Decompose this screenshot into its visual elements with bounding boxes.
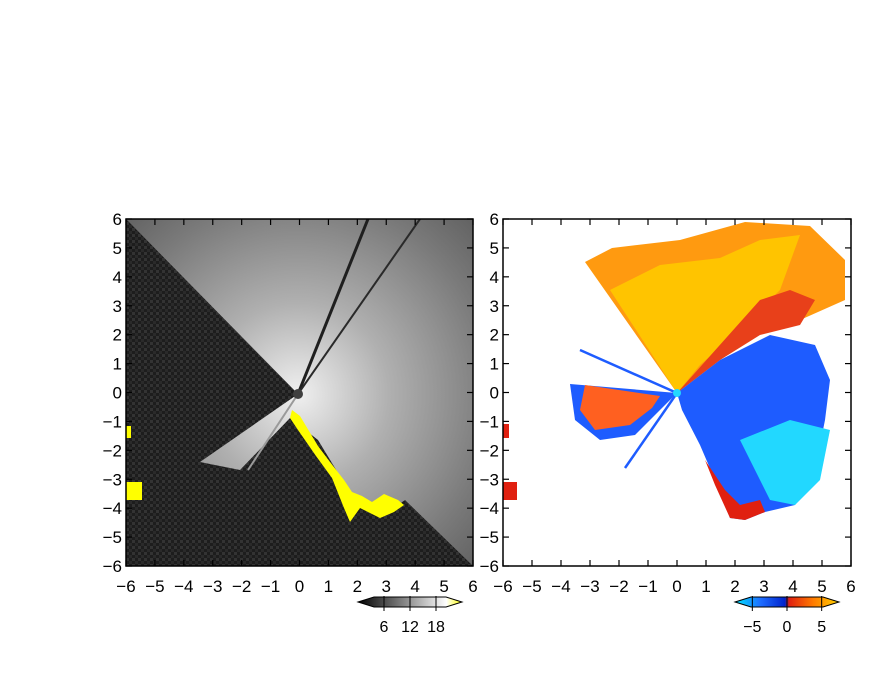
y-tick-label: 4: [113, 268, 122, 287]
reflectivity-strong-echo: [290, 410, 404, 522]
y-tick-label: 5: [490, 239, 499, 258]
y-tick-label: 3: [113, 297, 122, 316]
reflectivity-colorbar: 6 12 18: [356, 596, 464, 636]
x-tick-label: 4: [788, 577, 797, 596]
colorbar-tick-label: 18: [427, 619, 445, 636]
velocity-receding-edge: [677, 290, 815, 393]
radar-site-marker: [673, 389, 681, 397]
colorbar-tick-label: −5: [743, 619, 761, 636]
reflectivity-strong-echo: [126, 482, 142, 500]
x-tick-label: −2: [609, 577, 628, 596]
velocity-clutter-patch: [503, 424, 509, 438]
velocity-tick-labels: −6 −5 −4 −3 −2 −1 0 1 2 3 4 5 6 6 5 4 3 2 1 0 −1 −2 −3 −4 −5 −6: [480, 210, 856, 596]
x-tick-label: −4: [551, 577, 570, 596]
y-tick-label: −4: [480, 499, 499, 518]
x-tick-label: 5: [817, 577, 826, 596]
y-tick-label: −1: [480, 412, 499, 431]
velocity-beam-streak: [579, 348, 678, 395]
y-tick-label: 6: [113, 210, 122, 229]
x-tick-label: 6: [468, 577, 477, 596]
x-tick-label: −6: [116, 577, 135, 596]
x-tick-label: 6: [846, 577, 855, 596]
x-tick-label: 3: [382, 577, 391, 596]
reflectivity-beam-streak: [297, 219, 421, 395]
x-tick-label: −5: [145, 577, 164, 596]
y-tick-label: 2: [113, 326, 122, 345]
x-tick-label: −5: [522, 577, 541, 596]
velocity-axis-ticks: [502, 218, 852, 567]
x-tick-label: −1: [638, 577, 657, 596]
velocity-receding-west: [580, 385, 660, 430]
x-tick-label: 1: [324, 577, 333, 596]
colorbar-tick-label: 6: [380, 619, 389, 636]
x-tick-label: −3: [203, 577, 222, 596]
x-tick-label: 4: [410, 577, 419, 596]
colorbar-ticks: −5 0 5: [743, 596, 826, 636]
y-tick-label: −2: [103, 441, 122, 460]
x-tick-label: −6: [493, 577, 512, 596]
x-tick-label: −1: [261, 577, 280, 596]
y-tick-label: −3: [103, 470, 122, 489]
colorbar-tick-label: 5: [817, 619, 826, 636]
x-tick-label: 1: [701, 577, 710, 596]
velocity-receding-core: [610, 235, 800, 393]
colorbar-tick-label: 12: [401, 619, 419, 636]
y-tick-label: −4: [103, 499, 122, 518]
y-tick-label: −5: [480, 528, 499, 547]
y-tick-label: 1: [113, 355, 122, 374]
y-tick-label: 5: [113, 239, 122, 258]
y-tick-label: 3: [490, 297, 499, 316]
colorbar-ticks: 6 12 18: [380, 596, 445, 636]
x-tick-label: 0: [672, 577, 681, 596]
reflectivity-beam-streak: [247, 393, 299, 471]
y-tick-label: −6: [480, 557, 499, 576]
reflectivity-strong-echo: [126, 426, 131, 438]
y-tick-label: 4: [490, 268, 499, 287]
y-tick-label: −6: [103, 557, 122, 576]
x-tick-label: 2: [730, 577, 739, 596]
y-tick-label: 0: [113, 384, 122, 403]
x-tick-label: −4: [174, 577, 193, 596]
y-tick-label: −2: [480, 441, 499, 460]
colorbar-tick-label: 0: [783, 619, 792, 636]
y-tick-label: −3: [480, 470, 499, 489]
x-tick-label: 5: [439, 577, 448, 596]
velocity-approaching-fast: [740, 420, 830, 505]
y-tick-label: 0: [490, 384, 499, 403]
y-tick-label: 1: [490, 355, 499, 374]
y-tick-label: −5: [103, 528, 122, 547]
reflectivity-beam-streak: [296, 219, 370, 395]
reflectivity-beam-block-southwest: [126, 394, 298, 566]
velocity-beam-streak: [623, 392, 679, 469]
reflectivity-axis-ticks: [125, 218, 474, 567]
y-tick-label: 6: [490, 210, 499, 229]
y-tick-label: 2: [490, 326, 499, 345]
velocity-southeast-edge: [705, 460, 765, 520]
x-tick-label: −2: [232, 577, 251, 596]
x-tick-label: −3: [580, 577, 599, 596]
x-tick-label: 3: [759, 577, 768, 596]
reflectivity-panel: [126, 219, 473, 566]
velocity-clutter-patch: [503, 482, 517, 500]
y-tick-label: −1: [103, 412, 122, 431]
x-tick-label: 2: [353, 577, 362, 596]
x-tick-label: 0: [295, 577, 304, 596]
velocity-colorbar: −5 0 5: [733, 596, 841, 636]
radar-site-marker: [293, 389, 303, 399]
velocity-panel: [503, 219, 851, 566]
reflectivity-beam-block-west: [126, 252, 298, 394]
